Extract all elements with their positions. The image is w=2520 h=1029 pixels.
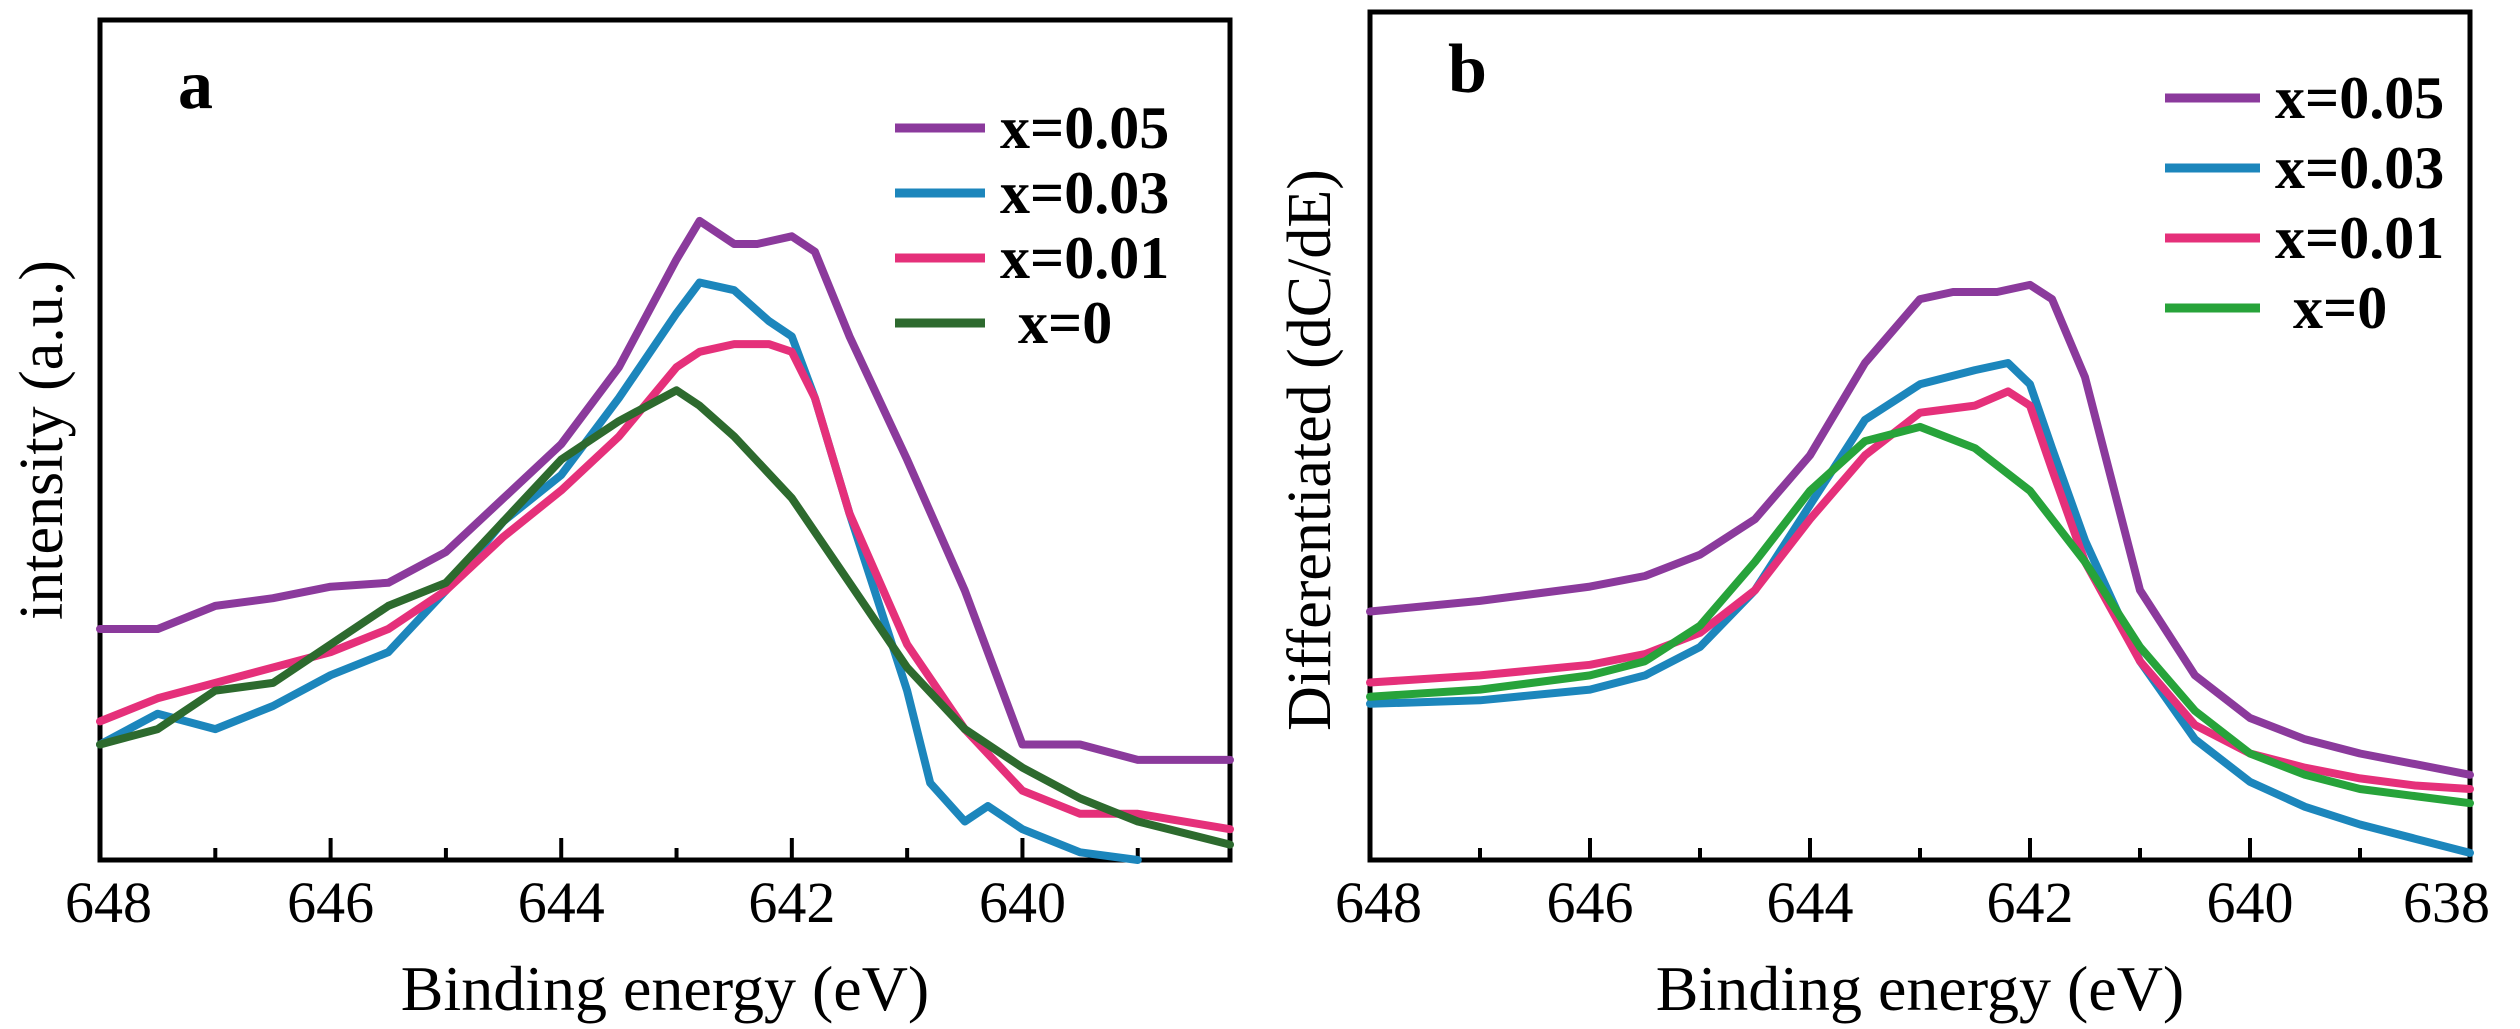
panel-b-tick-label: 644: [1767, 870, 1854, 935]
panel-a-legend-label: x=0: [1018, 290, 1112, 356]
panel-b-series-line-x-0-05: [1366, 280, 2474, 779]
panel-a-x-ticks: 648 646 644 642 640: [65, 838, 1140, 935]
panel-b-legend-label: x=0: [2293, 275, 2387, 341]
panel-a-frame: [97, 17, 1233, 863]
panel-b-series-line-x-0: [1366, 422, 2474, 808]
panel-b-legend: x=0.05x=0.03x=0.01x=0: [2165, 65, 2444, 341]
panel-b-series: [1366, 280, 2474, 857]
panel-b-x-axis-label: Binding energy (eV): [1656, 953, 2184, 1024]
panel-b-label: b: [1448, 31, 1487, 108]
panel-a: 648 646 644 642 640 a Binding energy (eV) in…: [8, 17, 1234, 1024]
panel-b-x-ticks: 648 646 644 642 640 638: [1335, 838, 2490, 935]
panel-a-label: a: [178, 47, 213, 124]
panel-b-tick-label: 640: [2207, 870, 2294, 935]
panel-b-legend-label: x=0.01: [2275, 205, 2444, 271]
panel-a-tick-label: 646: [287, 870, 374, 935]
panel-a-y-axis-label: intensity (a.u.): [8, 260, 76, 620]
panel-a-legend-label: x=0.01: [1000, 225, 1169, 291]
panel-a-tick-label: 644: [518, 870, 605, 935]
panel-b-series-line-x-0-03: [1366, 359, 2474, 857]
panel-b-tick-label: 648: [1335, 870, 1422, 935]
panel-a-tick-label: 642: [748, 870, 835, 935]
panel-b-tick-label: 642: [1987, 870, 2074, 935]
panel-a-tick-label: 648: [65, 870, 152, 935]
panel-a-x-axis-label: Binding energy (eV): [401, 953, 929, 1024]
panel-a-tick-label: 640: [979, 870, 1066, 935]
panel-a-legend-label: x=0.03: [1000, 160, 1169, 226]
panel-a-series: [96, 216, 1234, 864]
panel-b-legend-label: x=0.05: [2275, 65, 2444, 131]
panel-b-y-axis-label: Differentiated (dC/dE): [1276, 169, 1344, 731]
panel-a-series-line-x-0-05: [96, 216, 1234, 764]
panel-a-series-line-x-0: [96, 386, 1234, 849]
panel-a-legend: x=0.05x=0.03x=0.01x=0: [895, 95, 1169, 356]
panel-a-legend-label: x=0.05: [1000, 95, 1169, 161]
panel-b-tick-label: 646: [1547, 870, 1634, 935]
panel-b-legend-label: x=0.03: [2275, 135, 2444, 201]
panel-a-series-line-x-0-03: [96, 278, 1142, 864]
panel-a-series-line-x-0-01: [96, 340, 1234, 834]
panel-b: 648 646 644 642 640 638 b Binding energy (eV)…: [1276, 9, 2490, 1024]
panel-b-tick-label: 638: [2403, 870, 2490, 935]
